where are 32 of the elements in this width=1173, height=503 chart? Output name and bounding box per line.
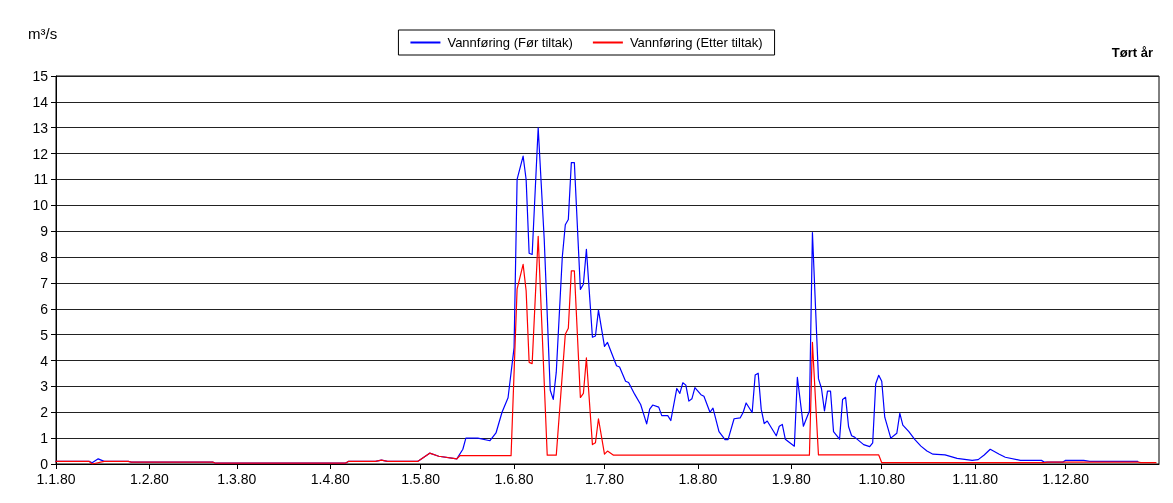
x-tick-label: 1.11.80 [952, 471, 999, 487]
x-tick-label: 1.1.80 [36, 471, 76, 487]
y-tick-label: 13 [32, 119, 49, 136]
y-tick-label: 3 [40, 378, 49, 395]
x-tick-label: 1.9.80 [771, 471, 811, 487]
y-tick-label: 8 [40, 249, 49, 266]
y-tick-label: 1 [40, 430, 49, 447]
y-tick-label: 7 [40, 274, 49, 291]
x-tick-label: 1.4.80 [310, 471, 350, 487]
x-tick-label: 1.2.80 [129, 471, 170, 487]
y-tick-label: 9 [40, 223, 49, 240]
y-tick-label: 15 [32, 68, 49, 84]
y-tick-label: 14 [32, 93, 49, 110]
x-tick-label: 1.7.80 [585, 471, 625, 487]
y-tick-label: 2 [40, 404, 49, 421]
y-axis-title: m³/s [28, 25, 58, 42]
y-tick-label: 4 [40, 352, 49, 369]
x-tick-label: 1.8.80 [678, 471, 718, 487]
legend-label: Vannføring (Før tiltak) [447, 35, 573, 50]
x-tick-label: 1.5.80 [401, 471, 441, 487]
y-tick-label: 10 [32, 197, 49, 214]
x-tick-label: 1.10.80 [858, 471, 906, 487]
x-tick-label: 1.12.80 [1042, 471, 1090, 487]
text: Tørt år [1111, 45, 1153, 60]
x-tick-label: 1.6.80 [494, 471, 534, 487]
y-tick-label: 6 [40, 300, 49, 317]
y-tick-label: 0 [40, 456, 49, 472]
y-tick-label: 5 [40, 326, 49, 343]
y-tick-label: 12 [32, 145, 49, 162]
y-tick-label: 11 [33, 171, 49, 188]
legend-label: Vannføring (Etter tiltak) [629, 35, 763, 50]
x-tick-label: 1.3.80 [217, 471, 257, 487]
